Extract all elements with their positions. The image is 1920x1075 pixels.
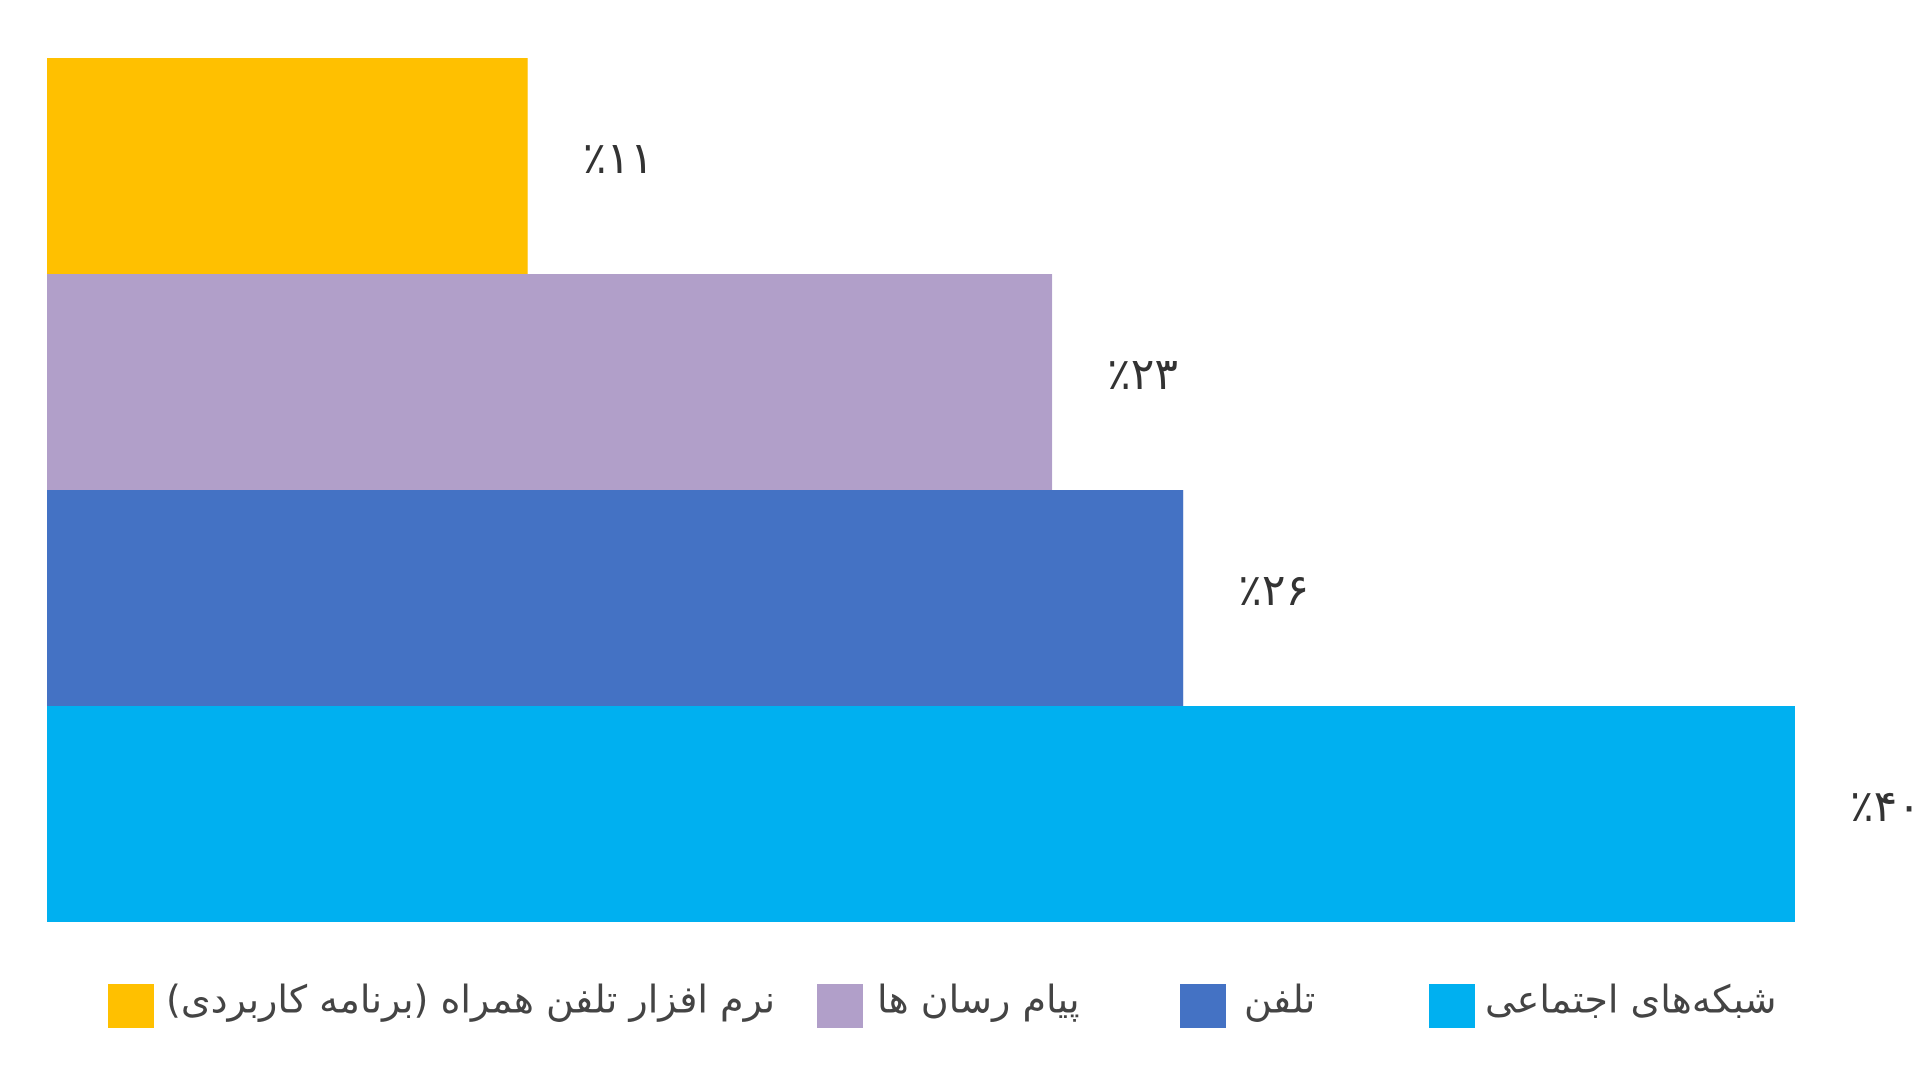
legend-label: نرم افزار تلفن همراه (برنامه کاربردی) — [166, 978, 775, 1023]
bar — [47, 706, 1795, 922]
legend-label: شبکه‌های اجتماعی — [1485, 978, 1777, 1022]
value-label: ٪۲۶ — [1238, 565, 1309, 616]
bar — [47, 490, 1184, 706]
legend-swatch — [1429, 984, 1475, 1028]
value-label: ٪۲۳ — [1107, 349, 1178, 400]
value-label: ٪۴۰ — [1850, 781, 1920, 832]
legend-label: پیام رسان ها — [877, 978, 1080, 1022]
value-label: ٪۱۱ — [583, 133, 654, 184]
legend-label: تلفن — [1244, 978, 1315, 1023]
legend-swatch — [1180, 984, 1226, 1028]
legend-swatch — [817, 984, 863, 1028]
bar — [47, 58, 528, 274]
legend-swatch — [108, 984, 154, 1028]
bar — [47, 274, 1053, 490]
